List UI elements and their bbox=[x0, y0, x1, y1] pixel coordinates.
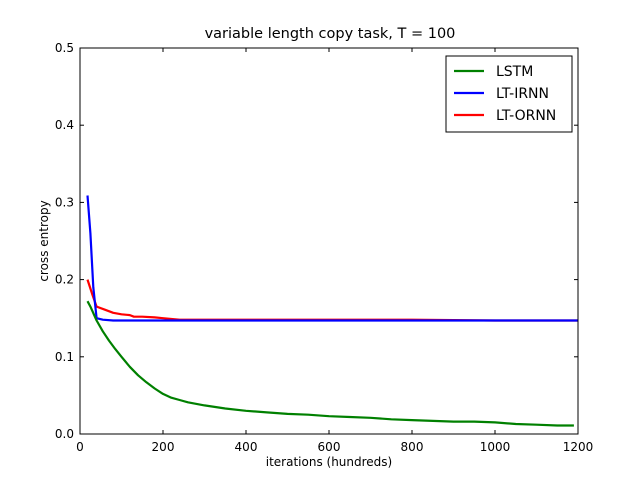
plot-area bbox=[86, 195, 578, 427]
series-line-lt-irnn bbox=[86, 195, 578, 322]
chart-title: variable length copy task, T = 100 bbox=[205, 26, 456, 42]
x-tick-label: 400 bbox=[235, 440, 258, 454]
x-tick-label: 800 bbox=[401, 440, 424, 454]
y-tick-label: 0.2 bbox=[55, 273, 74, 287]
legend: LSTM LT-IRNN LT-ORNN bbox=[445, 55, 573, 133]
y-tick-label: 0.1 bbox=[55, 350, 74, 364]
series-line-lt-ornn bbox=[86, 279, 578, 322]
series-line-lstm bbox=[86, 300, 574, 427]
x-tick-label: 1200 bbox=[563, 440, 594, 454]
y-tick-label: 0.5 bbox=[55, 41, 74, 55]
y-tick-label: 0.0 bbox=[55, 427, 74, 441]
y-axis-label: cross entropy bbox=[37, 200, 51, 281]
x-tick-label: 200 bbox=[152, 440, 175, 454]
legend-label-lstm: LSTM bbox=[496, 64, 533, 80]
legend-label-lt-irnn: LT-IRNN bbox=[496, 86, 549, 102]
legend-label-lt-ornn: LT-ORNN bbox=[496, 108, 556, 124]
x-tick-label: 1000 bbox=[480, 440, 511, 454]
y-tick-label: 0.3 bbox=[55, 195, 74, 209]
y-tick-label: 0.4 bbox=[55, 118, 74, 132]
axis-ticks bbox=[79, 47, 579, 435]
x-tick-label: 0 bbox=[76, 440, 84, 454]
axis-tick-labels: 0 200 400 600 800 1000 1200 0.0 0.1 0.2 0.3 0.4 0.5 bbox=[55, 41, 593, 454]
x-tick-label: 600 bbox=[318, 440, 341, 454]
x-axis-label: iterations (hundreds) bbox=[266, 455, 392, 469]
